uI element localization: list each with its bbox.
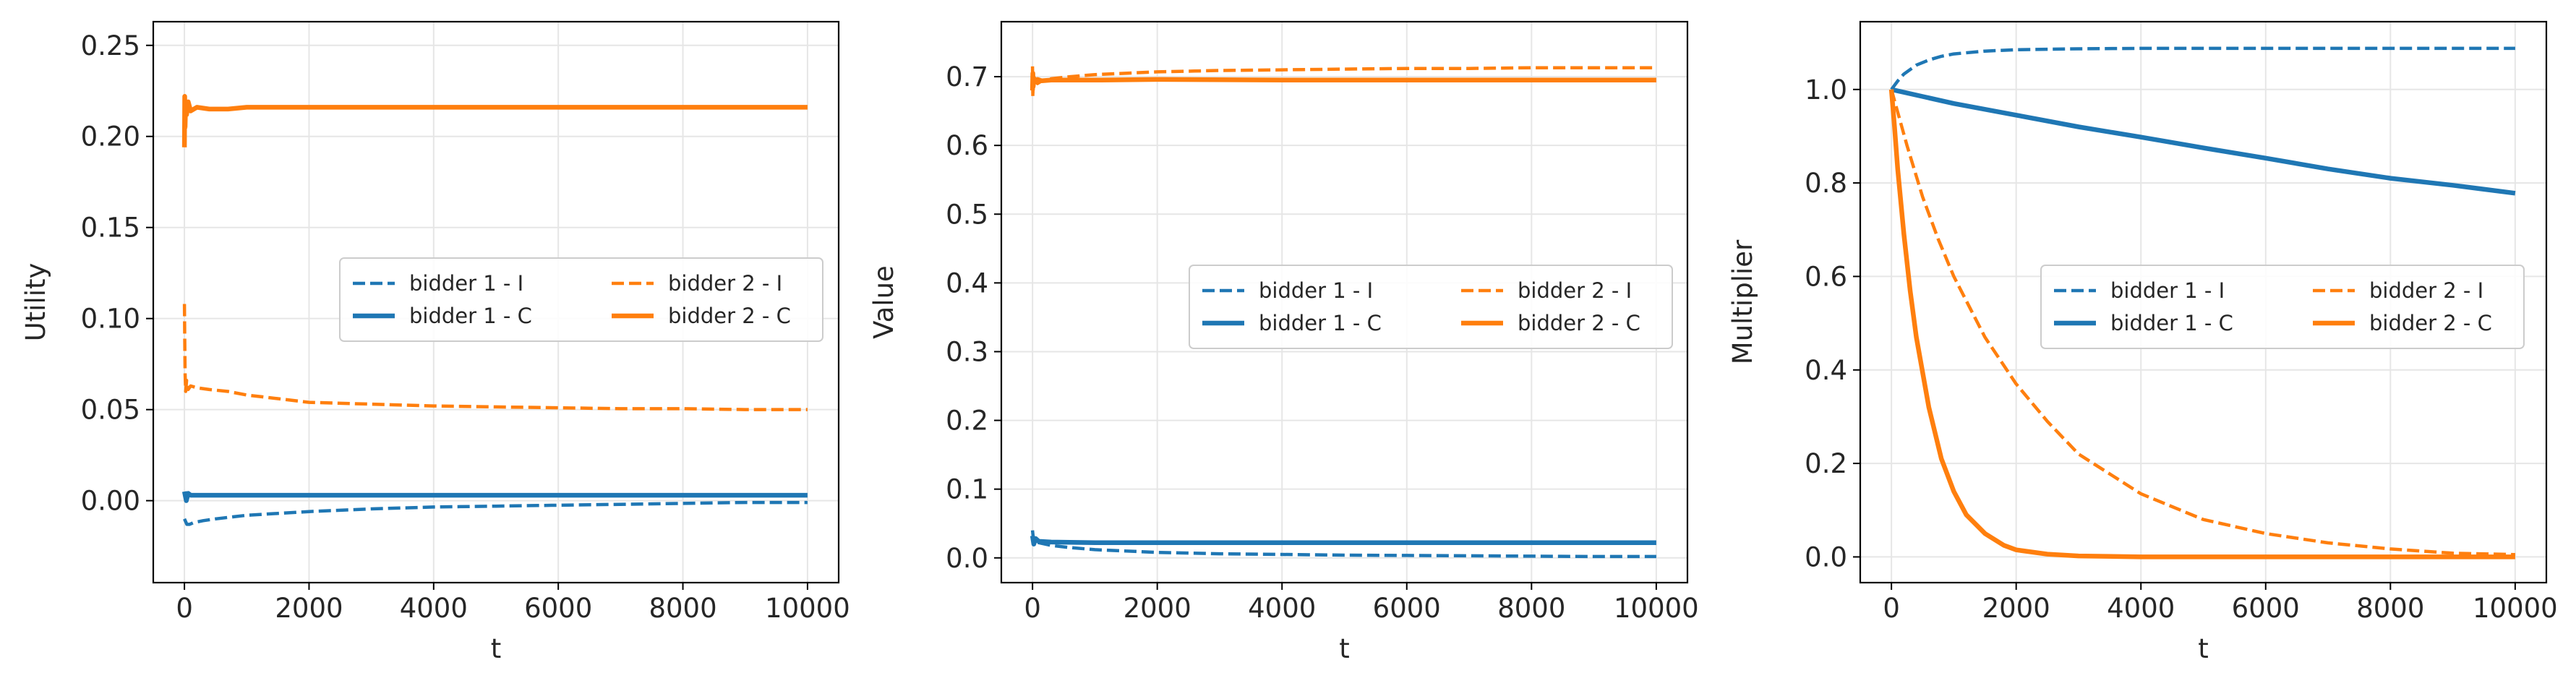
legend-box — [1189, 265, 1673, 349]
x-tick-label: 2000 — [275, 593, 343, 624]
x-tick-label: 0 — [176, 593, 193, 624]
series-line-bidder2-c — [1888, 89, 2515, 559]
y-tick-label: 0.05 — [81, 395, 140, 426]
legend-label: bidder 2 - I — [2369, 278, 2483, 303]
x-axis-label: t — [1339, 633, 1350, 664]
series-line-bidder2-c — [181, 94, 808, 147]
y-tick-label: 0.15 — [81, 213, 140, 244]
x-tick-label: 2000 — [1124, 593, 1191, 624]
series-line-bidder2-i — [182, 304, 808, 411]
series-group — [1888, 46, 2516, 559]
chart-3: 0 2000 4000 6000 8000 10000 0.0 0.2 0.4 0.6 0.8 1.0… — [1727, 20, 2558, 664]
y-tick-label: 0.5 — [946, 199, 988, 230]
y-tick-label: 0.4 — [946, 267, 988, 299]
series-line-bidder1-i — [183, 500, 808, 526]
legend-label: bidder 1 - I — [1259, 278, 1373, 303]
series-line-bidder1-i — [1890, 46, 2515, 91]
y-tick-label: 0.10 — [81, 304, 140, 335]
legend-box — [339, 257, 823, 342]
x-tick-label: 8000 — [2356, 593, 2424, 624]
x-tick-label: 8000 — [1497, 593, 1565, 624]
legend-label: bidder 1 - I — [409, 271, 523, 296]
y-tick-label: 0.00 — [81, 486, 140, 517]
x-axis-label: t — [2198, 633, 2209, 664]
legend-label: bidder 2 - I — [1518, 278, 1632, 303]
legend: bidder 1 - I bidder 1 - C bidder 2 - I bidd… — [1189, 265, 1673, 349]
chart-2: 0 2000 4000 6000 8000 10000 0.0 0.1 0.2 0.3 0.4 0.5… — [868, 20, 1699, 664]
y-tick-label: 0.6 — [1805, 261, 1847, 292]
y-axis-label: Value — [868, 265, 899, 339]
y-tick-label: 0.4 — [1805, 355, 1847, 386]
series-line-bidder1-i — [1030, 530, 1656, 559]
plot-frame — [1859, 20, 2548, 584]
y-axis-label: Utility — [20, 263, 51, 342]
y-tick-label: 0.0 — [946, 543, 988, 574]
legend-label: bidder 2 - C — [668, 304, 791, 328]
x-tick-label: 4000 — [2107, 593, 2175, 624]
y-axis-label: Multiplier — [1727, 239, 1758, 364]
plot-frame — [1000, 20, 1689, 584]
x-tick-label: 10000 — [1614, 593, 1699, 624]
y-tick-label: 0.25 — [81, 30, 140, 61]
series-line-bidder2-i — [1889, 89, 2515, 557]
x-tick-label: 6000 — [524, 593, 592, 624]
legend-label: bidder 2 - C — [1518, 311, 1640, 335]
y-tick-label: 0.0 — [1805, 541, 1847, 573]
legend-label: bidder 2 - C — [2369, 311, 2492, 335]
x-tick-label: 4000 — [1248, 593, 1316, 624]
legend-label: bidder 1 - C — [409, 304, 532, 328]
series-line-bidder2-c — [1030, 71, 1656, 91]
y-tick-label: 0.8 — [1805, 168, 1847, 199]
chart-1: 0 2000 4000 6000 8000 10000 0.00 0.05 0.10 0.15 0.… — [20, 20, 850, 664]
x-tick-label: 4000 — [400, 593, 468, 624]
y-tick-label: 0.2 — [1805, 448, 1847, 479]
legend-box — [2040, 265, 2525, 349]
series-line-bidder1-c — [181, 491, 808, 503]
x-tick-label: 0 — [1883, 593, 1900, 624]
legend-label: bidder 1 - C — [1259, 311, 1382, 335]
y-tick-label: 0.6 — [946, 130, 988, 161]
x-tick-label: 0 — [1024, 593, 1041, 624]
series-line-bidder1-c — [1891, 87, 2516, 196]
y-tick-label: 0.1 — [946, 474, 988, 505]
x-tick-label: 2000 — [1982, 593, 2050, 624]
x-tick-label: 6000 — [2232, 593, 2300, 624]
y-tick-label: 0.20 — [81, 121, 140, 153]
series-group — [181, 94, 808, 526]
legend: bidder 1 - I bidder 1 - C bidder 2 - I bidd… — [339, 257, 823, 342]
legend-label: bidder 1 - C — [2110, 311, 2233, 335]
y-tick-label: 1.0 — [1805, 74, 1847, 106]
x-axis-label: t — [491, 633, 502, 664]
y-tick-label: 0.3 — [946, 336, 988, 367]
y-tick-label: 0.2 — [946, 406, 988, 437]
x-tick-label: 6000 — [1373, 593, 1441, 624]
legend: bidder 1 - I bidder 1 - C bidder 2 - I bidd… — [2040, 265, 2525, 349]
series-group — [1030, 66, 1656, 559]
legend-label: bidder 2 - I — [668, 271, 782, 296]
x-tick-label: 10000 — [2473, 593, 2558, 624]
x-tick-label: 10000 — [765, 593, 850, 624]
plot-frame — [152, 20, 840, 584]
y-tick-label: 0.7 — [946, 61, 988, 93]
legend-label: bidder 1 - I — [2110, 278, 2225, 303]
series-line-bidder1-c — [1030, 535, 1656, 546]
x-tick-label: 8000 — [649, 593, 716, 624]
